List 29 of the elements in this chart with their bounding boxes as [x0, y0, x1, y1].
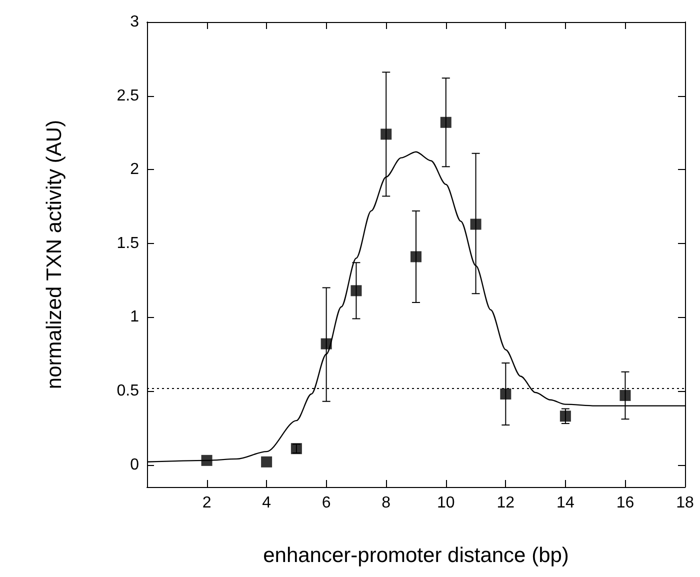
point: [560, 410, 571, 422]
point: [261, 456, 272, 468]
y-tick-label: 0.5: [116, 382, 140, 400]
y-tick-label: 2.5: [116, 87, 140, 104]
y-tick-label: 0: [130, 456, 140, 474]
x-tick-label: 10: [436, 494, 455, 512]
x-tick-label: 14: [556, 494, 574, 512]
y-tick-label: 3: [130, 14, 140, 30]
point: [620, 390, 631, 401]
point: [440, 116, 452, 128]
point: [500, 388, 512, 400]
x-tick-label: 2: [202, 494, 212, 512]
y-tick-label: 2: [130, 161, 140, 178]
y-axis-title: normalized TXN activity (AU): [43, 120, 66, 390]
x-tick-label: 4: [262, 494, 272, 512]
point: [350, 285, 362, 296]
y-tick-label: 1: [130, 308, 140, 326]
point: [380, 128, 392, 140]
x-axis-title: enhancer-promoter distance (bp): [263, 544, 569, 567]
point: [320, 338, 332, 350]
y-tick-label: 1.5: [116, 234, 140, 252]
point: [201, 454, 212, 466]
x-tick-label: 6: [322, 494, 331, 512]
x-tick-label: 12: [496, 494, 515, 512]
point: [410, 251, 422, 262]
x-tick-label: 16: [616, 494, 634, 512]
point: [470, 218, 482, 230]
x-tick-label: 8: [382, 494, 391, 512]
x-tick-label: 18: [676, 494, 694, 512]
